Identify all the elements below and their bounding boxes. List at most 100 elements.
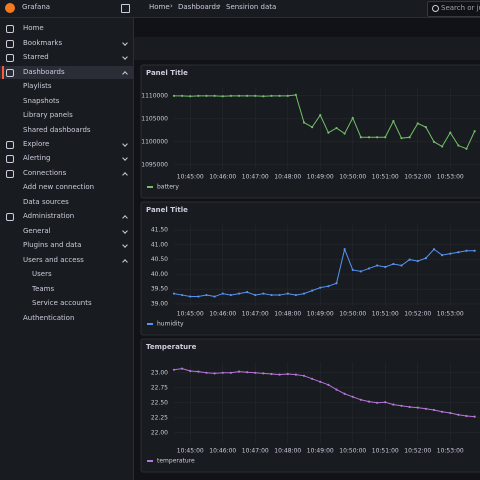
nav-item[interactable]: Add new connection: [23, 183, 95, 191]
y-tick-label: 22.00: [151, 429, 168, 436]
data-point: [400, 137, 403, 140]
data-point: [237, 370, 241, 373]
nav-item[interactable]: Users: [32, 270, 52, 278]
legend-label: temperature: [157, 458, 195, 465]
nav-item[interactable]: Library panels: [23, 111, 73, 119]
data-point: [416, 406, 419, 409]
x-tick-label: 10:49:00: [307, 311, 334, 318]
nav-item[interactable]: Bookmarks: [0, 37, 133, 50]
legend-label: humidity: [157, 321, 184, 328]
y-tick-label: 1110000: [141, 92, 168, 99]
data-point: [172, 94, 176, 97]
nav-item[interactable]: Playlists: [23, 82, 52, 90]
data-point: [335, 388, 338, 391]
nav-item[interactable]: Dashboards: [0, 66, 133, 79]
nav-item[interactable]: General: [0, 225, 133, 238]
search-box[interactable]: Search or jump to...: [427, 1, 480, 17]
data-point: [400, 404, 403, 407]
data-point: [424, 407, 427, 410]
nav-item[interactable]: Starred: [0, 51, 133, 64]
nav-item[interactable]: Shared dashboards: [23, 126, 91, 134]
data-point: [286, 372, 289, 376]
data-point: [246, 291, 249, 294]
data-point: [384, 265, 387, 269]
nav-item[interactable]: Service accounts: [32, 299, 92, 307]
brand[interactable]: Grafana: [22, 3, 51, 11]
panel: [140, 201, 480, 336]
y-tick-label: 23.00: [151, 369, 168, 376]
logo[interactable]: [5, 3, 15, 13]
x-tick-label: 10:46:00: [209, 174, 236, 181]
panel-title: Panel Title: [146, 69, 188, 77]
data-point: [254, 94, 257, 97]
data-point: [319, 380, 322, 383]
nav-item[interactable]: Users and access: [0, 254, 133, 267]
legend-label: battery: [157, 184, 179, 191]
data-point: [408, 258, 411, 261]
data-point: [278, 94, 281, 97]
data-point: [432, 408, 436, 412]
data-point: [416, 259, 419, 263]
data-point: [327, 131, 330, 134]
data-point: [376, 264, 379, 267]
nav-item[interactable]: Snapshots: [23, 97, 60, 105]
data-point: [213, 295, 216, 298]
x-tick-label: 10:50:00: [339, 311, 366, 318]
breadcrumb[interactable]: Dashboards: [178, 3, 220, 11]
data-point: [424, 257, 427, 260]
nav-item[interactable]: Teams: [32, 285, 55, 293]
data-point: [172, 368, 176, 371]
data-point: [441, 410, 444, 413]
y-tick-label: 22.75: [151, 384, 168, 391]
x-tick-label: 10:53:00: [437, 448, 464, 455]
data-point: [465, 414, 468, 418]
x-tick-label: 10:49:00: [307, 448, 334, 455]
panel-title: Temperature: [146, 343, 197, 351]
series-line: [173, 247, 475, 298]
data-point: [359, 270, 362, 273]
nav-item[interactable]: Administration: [0, 210, 133, 223]
nav-item[interactable]: Explore: [0, 138, 133, 151]
data-point: [302, 374, 306, 377]
nav-item[interactable]: Plugins and data: [0, 239, 133, 252]
series-line: [173, 368, 475, 418]
data-point: [181, 293, 184, 297]
data-point: [294, 93, 297, 97]
y-tick-label: 1100000: [141, 138, 168, 145]
data-point: [392, 262, 395, 266]
nav-item[interactable]: Alerting: [0, 152, 133, 165]
top-bar: Grafana Home › Dashboards › Sensirion da…: [0, 0, 480, 18]
menu-toggle[interactable]: [121, 4, 130, 13]
series-line: [174, 94, 476, 150]
data-point: [189, 95, 192, 98]
x-tick-label: 10:45:00: [177, 448, 204, 455]
x-tick-label: 10:49:00: [307, 174, 334, 181]
breadcrumb[interactable]: Home: [149, 3, 170, 11]
data-point: [408, 405, 411, 409]
nav-item[interactable]: Data sources: [23, 198, 69, 206]
data-point: [229, 371, 232, 374]
data-point: [237, 94, 241, 97]
data-point: [351, 395, 354, 398]
data-point: [457, 413, 460, 416]
data-point: [424, 126, 427, 129]
nav-item[interactable]: Connections: [0, 167, 133, 180]
data-point: [343, 248, 346, 251]
data-point: [327, 285, 330, 288]
data-point: [246, 371, 249, 374]
nav-item[interactable]: Home: [0, 22, 133, 35]
data-point: [237, 292, 241, 295]
y-tick-label: 41.00: [151, 241, 168, 248]
x-tick-label: 10:47:00: [242, 174, 269, 181]
data-point: [221, 292, 224, 295]
y-tick-label: 22.50: [151, 399, 168, 406]
data-point: [254, 293, 257, 297]
x-tick-label: 10:52:00: [404, 174, 431, 181]
data-point: [400, 264, 403, 267]
nav-item[interactable]: Authentication: [23, 314, 75, 322]
data-point: [311, 289, 314, 292]
data-point: [197, 295, 200, 298]
data-point: [408, 136, 411, 139]
data-point: [229, 94, 232, 97]
